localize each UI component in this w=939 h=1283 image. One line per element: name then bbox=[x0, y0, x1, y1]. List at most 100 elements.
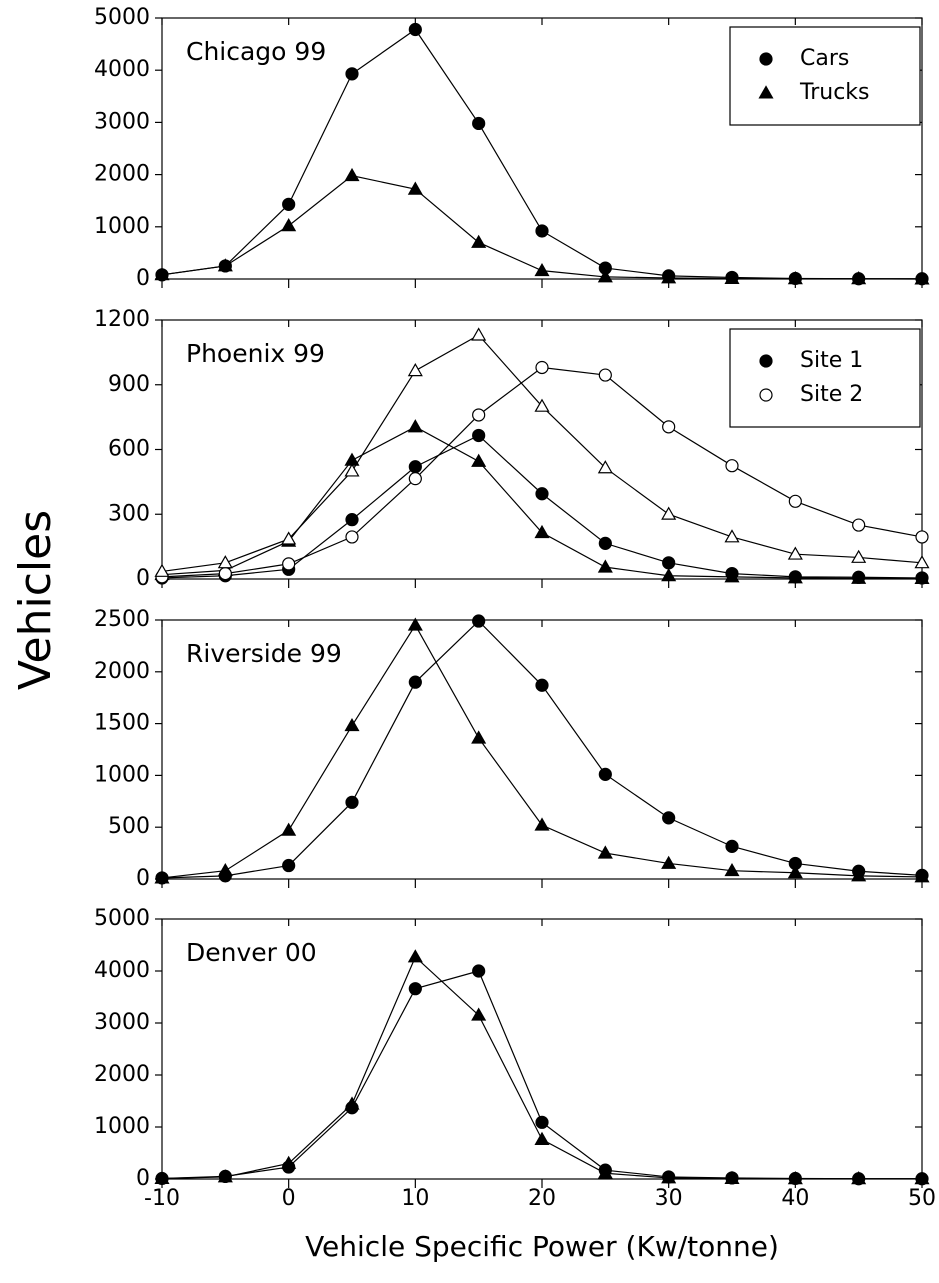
y-tick-label: 2000 bbox=[94, 659, 150, 684]
y-tick-label: 0 bbox=[136, 266, 150, 291]
series-line bbox=[161, 426, 923, 580]
y-tick-label: 1200 bbox=[94, 307, 150, 332]
data-point bbox=[724, 569, 740, 583]
data-point bbox=[471, 1007, 487, 1021]
data-point bbox=[471, 453, 487, 467]
y-tick-label: 0 bbox=[136, 566, 150, 591]
data-point bbox=[914, 869, 930, 883]
data-point bbox=[471, 234, 487, 248]
legend-label: Site 2 bbox=[800, 382, 863, 407]
data-point bbox=[154, 563, 170, 577]
y-tick-label: 4000 bbox=[94, 958, 150, 983]
data-point bbox=[472, 408, 486, 422]
legend-marker bbox=[759, 52, 773, 66]
data-point bbox=[345, 67, 359, 81]
data-point bbox=[345, 530, 359, 544]
y-tick-label: 0 bbox=[136, 1166, 150, 1191]
data-point bbox=[408, 472, 422, 486]
data-point bbox=[851, 271, 867, 285]
data-point bbox=[598, 767, 612, 781]
y-tick-label: 3000 bbox=[94, 109, 150, 134]
data-point bbox=[597, 269, 613, 283]
y-tick-label: 500 bbox=[108, 814, 150, 839]
data-point bbox=[851, 868, 867, 882]
series-line bbox=[161, 434, 923, 579]
y-tick-label: 2500 bbox=[94, 607, 150, 632]
data-point bbox=[534, 1131, 550, 1145]
x-tick-label: 10 bbox=[401, 1186, 429, 1211]
data-point bbox=[914, 555, 930, 569]
x-tick-label: 30 bbox=[655, 1186, 683, 1211]
y-tick-label: 1000 bbox=[94, 214, 150, 239]
y-axis-title: Vehicles bbox=[10, 510, 61, 690]
data-point bbox=[217, 1169, 233, 1183]
data-point bbox=[281, 1155, 297, 1169]
data-point bbox=[471, 327, 487, 341]
y-tick-label: 4000 bbox=[94, 57, 150, 82]
data-point bbox=[344, 1096, 360, 1110]
legend-label: Trucks bbox=[799, 80, 870, 105]
y-tick-label: 5000 bbox=[94, 906, 150, 931]
series-line bbox=[161, 955, 922, 1180]
data-point bbox=[662, 811, 676, 825]
data-point bbox=[535, 487, 549, 501]
data-point bbox=[597, 559, 613, 573]
data-point bbox=[661, 506, 677, 520]
data-point bbox=[407, 181, 423, 195]
data-point bbox=[407, 419, 423, 433]
data-point bbox=[598, 536, 612, 550]
panel-title: Denver 00 bbox=[186, 938, 317, 967]
data-point bbox=[724, 270, 740, 284]
data-point bbox=[662, 556, 676, 570]
data-point bbox=[281, 531, 297, 545]
data-point bbox=[154, 1170, 170, 1184]
data-point bbox=[725, 459, 739, 473]
data-point bbox=[787, 546, 803, 560]
y-tick-label: 1000 bbox=[94, 762, 150, 787]
data-point bbox=[598, 368, 612, 382]
data-point bbox=[345, 795, 359, 809]
data-point bbox=[407, 617, 423, 631]
legend-marker bbox=[758, 85, 774, 99]
data-point bbox=[535, 360, 549, 375]
data-point bbox=[661, 855, 677, 869]
legend-marker bbox=[759, 354, 773, 368]
y-tick-label: 1500 bbox=[94, 711, 150, 736]
data-point bbox=[218, 567, 232, 581]
data-point bbox=[788, 494, 802, 508]
legend-label: Cars bbox=[800, 46, 849, 71]
data-point bbox=[535, 224, 549, 238]
data-point bbox=[787, 1171, 803, 1185]
y-tick-label: 5000 bbox=[94, 5, 150, 30]
data-point bbox=[534, 398, 550, 412]
data-point bbox=[344, 717, 360, 732]
data-point bbox=[408, 982, 422, 996]
series-line bbox=[161, 970, 922, 1180]
data-point bbox=[282, 858, 296, 873]
data-point bbox=[662, 420, 676, 434]
data-point bbox=[472, 964, 486, 978]
data-point bbox=[472, 116, 486, 131]
data-point bbox=[851, 549, 867, 563]
panel-title: Riverside 99 bbox=[186, 639, 342, 668]
data-point bbox=[661, 270, 677, 284]
data-point bbox=[914, 1171, 930, 1185]
data-point bbox=[914, 570, 930, 585]
y-tick-label: 300 bbox=[108, 501, 150, 526]
data-point bbox=[534, 524, 550, 539]
data-point bbox=[217, 863, 233, 877]
panel-title: Chicago 99 bbox=[186, 37, 326, 66]
data-point bbox=[471, 730, 487, 744]
data-point bbox=[915, 530, 929, 544]
data-point bbox=[851, 1171, 867, 1185]
x-tick-label: 50 bbox=[908, 1186, 936, 1211]
data-point bbox=[407, 949, 423, 963]
y-tick-label: 0 bbox=[136, 866, 150, 891]
data-point bbox=[472, 614, 486, 628]
legend-box bbox=[729, 26, 921, 126]
data-point bbox=[852, 518, 866, 532]
data-point bbox=[472, 428, 486, 443]
data-point bbox=[535, 678, 549, 692]
y-tick-label: 600 bbox=[108, 437, 150, 462]
y-tick-label: 2000 bbox=[94, 162, 150, 187]
